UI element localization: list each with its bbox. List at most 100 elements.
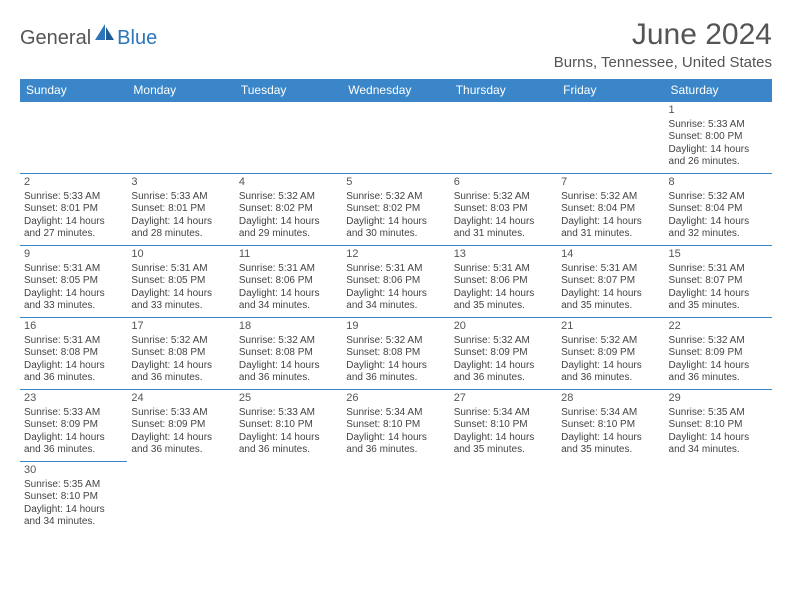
day-number: 14 — [561, 248, 660, 262]
sunrise-line: Sunrise: 5:32 AM — [561, 191, 660, 204]
calendar-cell: 19Sunrise: 5:32 AMSunset: 8:08 PMDayligh… — [342, 318, 449, 390]
sunrise-line: Sunrise: 5:31 AM — [24, 263, 123, 276]
sunrise-line: Sunrise: 5:32 AM — [454, 335, 553, 348]
calendar-cell: 3Sunrise: 5:33 AMSunset: 8:01 PMDaylight… — [127, 174, 234, 246]
calendar-cell: 27Sunrise: 5:34 AMSunset: 8:10 PMDayligh… — [450, 390, 557, 462]
daylight-line: Daylight: 14 hours and 34 minutes. — [24, 504, 123, 529]
calendar-cell: 29Sunrise: 5:35 AMSunset: 8:10 PMDayligh… — [665, 390, 772, 462]
daylight-line: Daylight: 14 hours and 27 minutes. — [24, 216, 123, 241]
daylight-line: Daylight: 14 hours and 36 minutes. — [131, 432, 230, 457]
daylight-line: Daylight: 14 hours and 26 minutes. — [669, 144, 768, 169]
weekday-header: Saturday — [665, 79, 772, 102]
day-number: 28 — [561, 392, 660, 406]
sunset-line: Sunset: 8:10 PM — [346, 419, 445, 432]
calendar-cell: 16Sunrise: 5:31 AMSunset: 8:08 PMDayligh… — [20, 318, 127, 390]
sunset-line: Sunset: 8:01 PM — [24, 203, 123, 216]
calendar-cell — [127, 462, 234, 534]
daylight-line: Daylight: 14 hours and 36 minutes. — [346, 360, 445, 385]
calendar-row: 30Sunrise: 5:35 AMSunset: 8:10 PMDayligh… — [20, 462, 772, 534]
sunset-line: Sunset: 8:09 PM — [669, 347, 768, 360]
calendar-cell — [342, 462, 449, 534]
sunset-line: Sunset: 8:10 PM — [454, 419, 553, 432]
sunset-line: Sunset: 8:09 PM — [24, 419, 123, 432]
calendar-cell: 6Sunrise: 5:32 AMSunset: 8:03 PMDaylight… — [450, 174, 557, 246]
day-number: 29 — [669, 392, 768, 406]
calendar-cell: 25Sunrise: 5:33 AMSunset: 8:10 PMDayligh… — [235, 390, 342, 462]
daylight-line: Daylight: 14 hours and 34 minutes. — [239, 288, 338, 313]
calendar-row: 1Sunrise: 5:33 AMSunset: 8:00 PMDaylight… — [20, 102, 772, 174]
location: Burns, Tennessee, United States — [554, 54, 772, 71]
daylight-line: Daylight: 14 hours and 33 minutes. — [24, 288, 123, 313]
daylight-line: Daylight: 14 hours and 35 minutes. — [561, 432, 660, 457]
sunrise-line: Sunrise: 5:31 AM — [346, 263, 445, 276]
daylight-line: Daylight: 14 hours and 33 minutes. — [131, 288, 230, 313]
calendar-cell — [235, 462, 342, 534]
sunrise-line: Sunrise: 5:35 AM — [669, 407, 768, 420]
day-number: 7 — [561, 176, 660, 190]
calendar-row: 9Sunrise: 5:31 AMSunset: 8:05 PMDaylight… — [20, 246, 772, 318]
calendar-cell: 21Sunrise: 5:32 AMSunset: 8:09 PMDayligh… — [557, 318, 664, 390]
daylight-line: Daylight: 14 hours and 36 minutes. — [561, 360, 660, 385]
calendar-cell — [450, 102, 557, 174]
calendar-cell: 12Sunrise: 5:31 AMSunset: 8:06 PMDayligh… — [342, 246, 449, 318]
weekday-header: Wednesday — [342, 79, 449, 102]
logo-general: General — [20, 27, 91, 50]
daylight-line: Daylight: 14 hours and 36 minutes. — [669, 360, 768, 385]
sunset-line: Sunset: 8:09 PM — [561, 347, 660, 360]
sunset-line: Sunset: 8:08 PM — [24, 347, 123, 360]
calendar-cell: 20Sunrise: 5:32 AMSunset: 8:09 PMDayligh… — [450, 318, 557, 390]
calendar-cell: 13Sunrise: 5:31 AMSunset: 8:06 PMDayligh… — [450, 246, 557, 318]
sunrise-line: Sunrise: 5:32 AM — [561, 335, 660, 348]
weekday-header: Friday — [557, 79, 664, 102]
day-number: 9 — [24, 248, 123, 262]
day-number: 27 — [454, 392, 553, 406]
calendar-cell — [342, 102, 449, 174]
sunset-line: Sunset: 8:09 PM — [454, 347, 553, 360]
calendar-cell: 8Sunrise: 5:32 AMSunset: 8:04 PMDaylight… — [665, 174, 772, 246]
sunrise-line: Sunrise: 5:34 AM — [346, 407, 445, 420]
day-number: 25 — [239, 392, 338, 406]
day-number: 30 — [24, 464, 123, 478]
calendar-cell — [557, 102, 664, 174]
sunset-line: Sunset: 8:10 PM — [669, 419, 768, 432]
day-number: 26 — [346, 392, 445, 406]
day-number: 19 — [346, 320, 445, 334]
sunset-line: Sunset: 8:03 PM — [454, 203, 553, 216]
calendar-cell — [235, 102, 342, 174]
sunset-line: Sunset: 8:05 PM — [24, 275, 123, 288]
day-number: 24 — [131, 392, 230, 406]
weekday-header: Thursday — [450, 79, 557, 102]
calendar-cell — [127, 102, 234, 174]
sunset-line: Sunset: 8:07 PM — [561, 275, 660, 288]
weekday-header: Sunday — [20, 79, 127, 102]
sunrise-line: Sunrise: 5:34 AM — [454, 407, 553, 420]
sunrise-line: Sunrise: 5:32 AM — [454, 191, 553, 204]
day-number: 8 — [669, 176, 768, 190]
calendar-cell: 9Sunrise: 5:31 AMSunset: 8:05 PMDaylight… — [20, 246, 127, 318]
sunset-line: Sunset: 8:01 PM — [131, 203, 230, 216]
daylight-line: Daylight: 14 hours and 35 minutes. — [454, 288, 553, 313]
sunset-line: Sunset: 8:04 PM — [561, 203, 660, 216]
day-number: 6 — [454, 176, 553, 190]
sunset-line: Sunset: 8:06 PM — [454, 275, 553, 288]
sunset-line: Sunset: 8:10 PM — [24, 491, 123, 504]
day-number: 23 — [24, 392, 123, 406]
sunrise-line: Sunrise: 5:31 AM — [24, 335, 123, 348]
day-number: 18 — [239, 320, 338, 334]
calendar-cell: 1Sunrise: 5:33 AMSunset: 8:00 PMDaylight… — [665, 102, 772, 174]
sunrise-line: Sunrise: 5:32 AM — [669, 335, 768, 348]
sunset-line: Sunset: 8:09 PM — [131, 419, 230, 432]
calendar-cell: 18Sunrise: 5:32 AMSunset: 8:08 PMDayligh… — [235, 318, 342, 390]
daylight-line: Daylight: 14 hours and 36 minutes. — [454, 360, 553, 385]
weekday-header-row: SundayMondayTuesdayWednesdayThursdayFrid… — [20, 79, 772, 102]
daylight-line: Daylight: 14 hours and 30 minutes. — [346, 216, 445, 241]
sunrise-line: Sunrise: 5:32 AM — [669, 191, 768, 204]
sunset-line: Sunset: 8:08 PM — [239, 347, 338, 360]
calendar-cell: 2Sunrise: 5:33 AMSunset: 8:01 PMDaylight… — [20, 174, 127, 246]
sunrise-line: Sunrise: 5:32 AM — [131, 335, 230, 348]
daylight-line: Daylight: 14 hours and 36 minutes. — [24, 360, 123, 385]
day-number: 11 — [239, 248, 338, 262]
day-number: 1 — [669, 104, 768, 118]
daylight-line: Daylight: 14 hours and 35 minutes. — [669, 288, 768, 313]
daylight-line: Daylight: 14 hours and 35 minutes. — [561, 288, 660, 313]
